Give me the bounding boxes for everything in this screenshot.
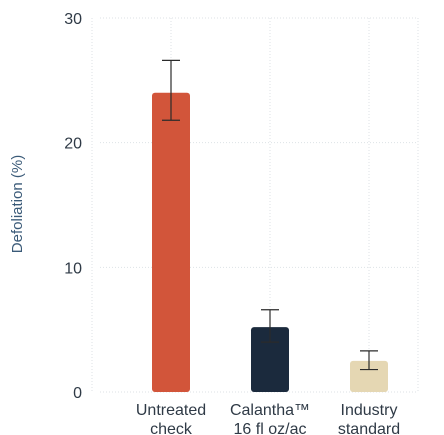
y-tick-label: 30 xyxy=(64,11,82,28)
bar xyxy=(350,360,388,392)
x-category-label: Industry standard xyxy=(338,402,400,435)
y-tick-label: 10 xyxy=(64,260,82,277)
x-axis-labels: Untreated check Calantha™ 16 fl oz/ac Indust… xyxy=(136,402,400,435)
y-tick-label: 0 xyxy=(73,385,82,402)
y-axis-ticks: 0 10 20 30 xyxy=(64,11,82,402)
error-bar xyxy=(360,350,378,371)
error-bar xyxy=(162,59,180,121)
bar xyxy=(152,92,190,393)
error-bars xyxy=(162,59,378,371)
y-tick-label: 20 xyxy=(64,136,82,153)
bars xyxy=(152,92,388,393)
x-category-label: Untreated check xyxy=(136,402,206,435)
y-axis-title: Defoliation (%) xyxy=(9,155,26,253)
x-category-label: Calantha™ 16 fl oz/ac xyxy=(230,402,310,435)
bar xyxy=(251,327,289,392)
error-bar xyxy=(261,309,279,343)
